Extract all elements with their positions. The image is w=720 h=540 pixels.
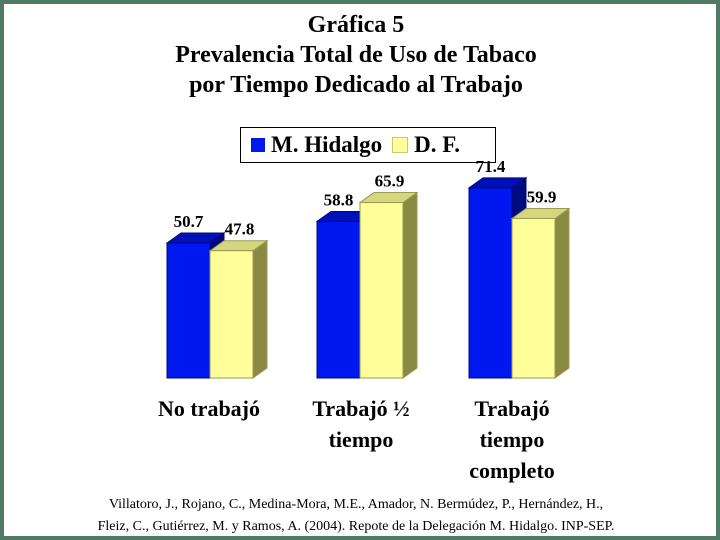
- legend-swatch-m-hidalgo: [251, 138, 265, 152]
- bar-side-cat1-s2: [252, 239, 268, 379]
- data-label-cat2-s2: 65.9: [375, 172, 405, 191]
- category-label-3: Trabajó tiempo completo: [437, 393, 587, 486]
- category-2-line-2: tiempo: [328, 427, 394, 452]
- source-line-1: Villatoro, J., Rojano, C., Medina-Mora, …: [108, 497, 604, 512]
- legend: M. Hidalgo D. F.: [240, 127, 496, 163]
- bar-cat2-s2: [359, 202, 404, 379]
- data-label-cat1-s1: 50.7: [174, 212, 204, 231]
- bar-cat1-s2: [209, 250, 254, 379]
- bar-side-cat3-s2: [554, 207, 570, 379]
- category-2-line-1: Trabajó ½: [312, 396, 410, 421]
- category-3-line-2: tiempo: [479, 427, 545, 452]
- title-line-2: Prevalencia Total de Uso de Tabaco: [175, 42, 537, 68]
- bar-cat3-s2: [511, 218, 556, 379]
- legend-label-df: D. F.: [414, 132, 460, 157]
- data-label-cat3-s2: 59.9: [527, 188, 557, 207]
- category-label-1: No trabajó: [134, 393, 284, 424]
- data-label-cat1-s2: 47.8: [225, 220, 255, 239]
- bar-cat2-s1: [316, 220, 361, 379]
- source-line-2: Fleiz, C., Gutiérrez, M. y Ramos, A. (20…: [97, 519, 615, 534]
- bar-cat1-s1: [166, 242, 211, 379]
- title-line-3: por Tiempo Dedicado al Trabajo: [189, 72, 523, 98]
- legend-swatch-df: [392, 137, 409, 153]
- data-label-cat3-s1: 71.4: [476, 157, 506, 176]
- bar-side-cat2-s2: [402, 191, 418, 379]
- source-citation: Villatoro, J., Rojano, C., Medina-Mora, …: [0, 494, 712, 538]
- category-1-line-1: No trabajó: [157, 396, 261, 421]
- category-3-line-1: Trabajó: [474, 396, 550, 421]
- chart-title: Gráfica 5 Prevalencia Total de Uso de Ta…: [0, 10, 712, 100]
- bar-cat3-s1: [468, 187, 513, 379]
- title-line-1: Gráfica 5: [307, 12, 405, 38]
- category-3-line-3: completo: [469, 458, 555, 483]
- legend-label-m-hidalgo: M. Hidalgo: [271, 132, 383, 157]
- category-label-2: Trabajó ½ tiempo: [286, 393, 436, 455]
- data-label-cat2-s1: 58.8: [324, 190, 354, 209]
